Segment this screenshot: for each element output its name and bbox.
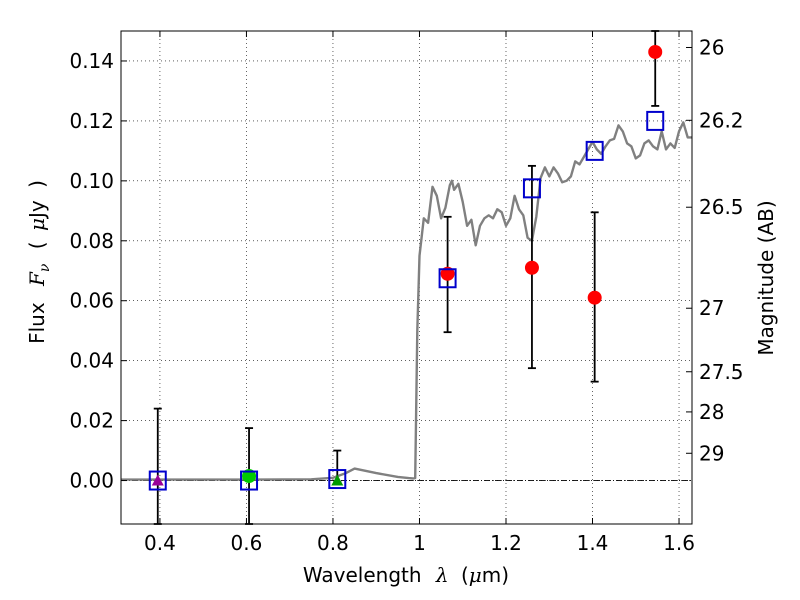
- plot-frame: [120, 30, 693, 525]
- grid: [121, 31, 692, 524]
- model-photometry-point: [585, 140, 604, 161]
- y2-tick-label: 26: [699, 35, 724, 59]
- data-point: [648, 44, 663, 59]
- sed-layer: [121, 121, 692, 481]
- error-bars: [153, 30, 660, 525]
- x-tick-label: 1.2: [490, 531, 522, 555]
- model-photometry-point: [328, 469, 347, 490]
- data-point: [242, 469, 257, 484]
- y-axis-unit-rest: Jy: [25, 200, 49, 220]
- x-tick-label: 1: [413, 531, 426, 555]
- sed-model-line: [121, 121, 692, 481]
- upper-limit-point: [331, 474, 344, 486]
- x-axis-symbol: λ: [435, 563, 449, 587]
- x-tick-label: 1.4: [577, 531, 609, 555]
- model-photometry-point: [240, 470, 259, 491]
- x-tick-label: 0.6: [231, 531, 263, 555]
- y-axis-unit-close: ): [25, 180, 49, 188]
- model-photometry-point: [148, 470, 167, 491]
- y-axis-subscript: ν: [37, 263, 53, 272]
- y-axis-title: Flux Fν ( μJy ): [25, 180, 54, 344]
- ticks: 0.4 0.6 0.8 1 1.2 1.4 1.6 0.00 0.02 0.04 0.06 0.08 0…: [69, 31, 744, 555]
- data-point: [587, 290, 602, 305]
- y2-tick-label: 28: [699, 400, 724, 424]
- data-point: [440, 266, 455, 281]
- y-axis-symbol: F: [25, 271, 49, 287]
- y2-tick-label: 26.5: [699, 195, 744, 219]
- x-axis-title: Wavelength λ (μm): [303, 563, 509, 587]
- model-photometry-point: [438, 268, 457, 289]
- y2-tick-label: 27.5: [699, 360, 744, 384]
- y-tick-label: 0.06: [69, 289, 114, 313]
- markers: [148, 44, 665, 491]
- y2-tick-label: 26.2: [699, 108, 744, 132]
- model-photometry-point: [646, 110, 665, 131]
- x-axis-unit-mu: μ: [469, 563, 482, 587]
- x-axis-unit-open: (: [461, 563, 469, 587]
- x-tick-label: 1.6: [663, 531, 695, 555]
- y2-tick-label: 27: [699, 296, 724, 320]
- y-tick-label: 0.00: [69, 469, 114, 493]
- y-axis-unit-mu: μ: [25, 218, 49, 231]
- y-axis-title-text: Flux: [25, 302, 49, 344]
- upper-limit-point: [151, 474, 164, 486]
- y-axis-unit-open: (: [25, 241, 49, 249]
- y-tick-label: 0.08: [69, 229, 114, 253]
- x-axis-unit-rest: m): [482, 563, 509, 587]
- y-tick-label: 0.12: [69, 109, 114, 133]
- y-tick-label: 0.10: [69, 169, 114, 193]
- y-tick-label: 0.02: [69, 409, 114, 433]
- model-photometry-point: [522, 178, 541, 199]
- y-tick-label: 0.04: [69, 349, 114, 373]
- x-axis-title-text: Wavelength: [303, 563, 422, 587]
- y2-tick-label: 29: [699, 441, 724, 465]
- y2-axis-title: Magnitude (AB): [754, 200, 778, 355]
- y-tick-label: 0.14: [69, 49, 114, 73]
- data-point: [524, 260, 539, 275]
- x-tick-label: 0.8: [317, 531, 349, 555]
- x-tick-label: 0.4: [144, 531, 176, 555]
